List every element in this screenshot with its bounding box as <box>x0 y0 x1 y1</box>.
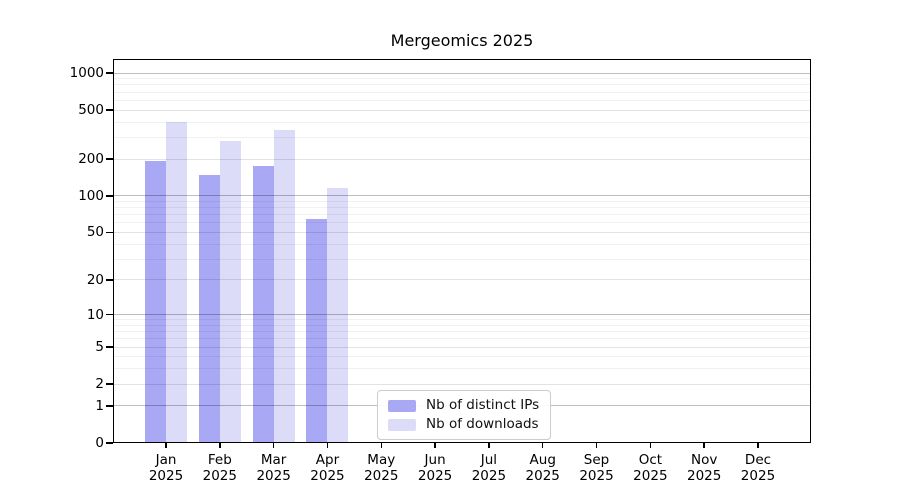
gridline-3 <box>113 368 811 370</box>
legend: Nb of distinct IPs Nb of downloads <box>377 390 552 440</box>
gridline-90 <box>113 200 811 202</box>
y-tick-label: 100 <box>78 187 104 204</box>
gridline-600 <box>113 99 811 101</box>
y-tick <box>106 72 113 74</box>
x-tick-label: Dec 2025 <box>740 452 776 484</box>
x-tick <box>219 443 221 448</box>
gridline-700 <box>113 91 811 93</box>
legend-label: Nb of downloads <box>426 416 539 432</box>
gridline-40 <box>113 243 811 245</box>
x-tick <box>434 443 436 448</box>
x-tick-label: Apr 2025 <box>310 452 345 484</box>
legend-swatch-icon <box>388 399 416 412</box>
y-tick-label: 2 <box>95 376 104 393</box>
gridline-2 <box>113 383 811 385</box>
x-tick <box>541 443 544 448</box>
gridline-6 <box>113 338 811 340</box>
y-tick <box>106 442 113 444</box>
x-tick-label: Jan 2025 <box>148 452 184 484</box>
gridline-5 <box>113 346 811 348</box>
x-tick <box>326 443 329 448</box>
bar-downloads-feb <box>219 141 241 443</box>
bar-downloads-apr <box>327 187 349 443</box>
y-tick <box>106 405 113 407</box>
gridline-10 <box>113 314 811 316</box>
x-tick <box>488 443 490 448</box>
x-tick <box>165 443 167 448</box>
bar-distinct-ips-feb <box>198 175 220 443</box>
legend-item: Nb of distinct IPs <box>388 398 539 413</box>
chart-title: Mergeomics 2025 <box>390 31 534 50</box>
y-tick-label: 200 <box>78 151 104 168</box>
y-tick <box>106 279 113 281</box>
bar-downloads-mar <box>273 129 295 443</box>
y-tick <box>106 346 113 348</box>
x-tick-label: Aug 2025 <box>525 452 560 484</box>
x-tick <box>757 443 759 448</box>
x-tick <box>380 443 383 448</box>
x-tick-label: Oct 2025 <box>633 452 668 484</box>
bar-distinct-ips-mar <box>252 166 274 443</box>
legend-label: Nb of distinct IPs <box>426 397 540 413</box>
legend-item: Nb of downloads <box>388 417 539 432</box>
gridline-60 <box>113 222 811 224</box>
gridline-400 <box>113 121 811 123</box>
x-tick-label: May 2025 <box>364 452 399 484</box>
y-tick <box>106 195 113 197</box>
legend-swatch-icon <box>388 418 416 431</box>
y-tick-label: 50 <box>86 224 104 241</box>
x-tick-label: Nov 2025 <box>686 452 722 484</box>
bar-downloads-jan <box>166 121 187 443</box>
bar-distinct-ips-jan <box>145 160 166 443</box>
gridline-80 <box>113 207 811 209</box>
y-tick-label: 5 <box>95 339 104 356</box>
gridline-8 <box>113 324 811 326</box>
x-tick <box>649 443 652 448</box>
gridline-900 <box>113 78 811 80</box>
gridline-300 <box>113 136 811 138</box>
gridline-30 <box>113 258 811 260</box>
x-tick-label: Mar 2025 <box>256 452 291 484</box>
y-tick-label: 0 <box>95 435 104 451</box>
y-tick <box>106 383 113 385</box>
gridline-50 <box>113 231 811 233</box>
y-tick-label: 1 <box>95 397 104 414</box>
gridline-100 <box>113 195 811 197</box>
gridline-800 <box>113 84 811 86</box>
gridline-20 <box>113 279 811 281</box>
plot-area: Nb of distinct IPs Nb of downloads <box>113 59 811 443</box>
x-tick-label: Sep 2025 <box>579 452 614 484</box>
y-tick <box>106 313 113 316</box>
y-tick-label: 500 <box>78 102 104 119</box>
gridline-4 <box>113 356 811 358</box>
y-tick <box>106 231 113 234</box>
gridline-500 <box>113 109 811 111</box>
y-tick <box>106 158 113 160</box>
x-tick-label: Jun 2025 <box>417 452 453 484</box>
gridline-1000 <box>113 72 811 74</box>
y-tick-label: 1000 <box>69 65 104 82</box>
y-tick-label: 10 <box>86 306 104 323</box>
gridline-7 <box>113 331 811 333</box>
y-tick-label: 20 <box>86 271 104 288</box>
x-tick <box>272 443 275 448</box>
gridline-70 <box>113 214 811 216</box>
x-tick-label: Jul 2025 <box>471 452 507 484</box>
bar-distinct-ips-apr <box>306 218 328 443</box>
x-tick <box>595 443 598 448</box>
y-tick <box>106 109 113 111</box>
gridline-200 <box>113 158 811 160</box>
x-tick-label: Feb 2025 <box>202 452 237 484</box>
gridline-9 <box>113 319 811 321</box>
x-tick <box>703 443 705 448</box>
